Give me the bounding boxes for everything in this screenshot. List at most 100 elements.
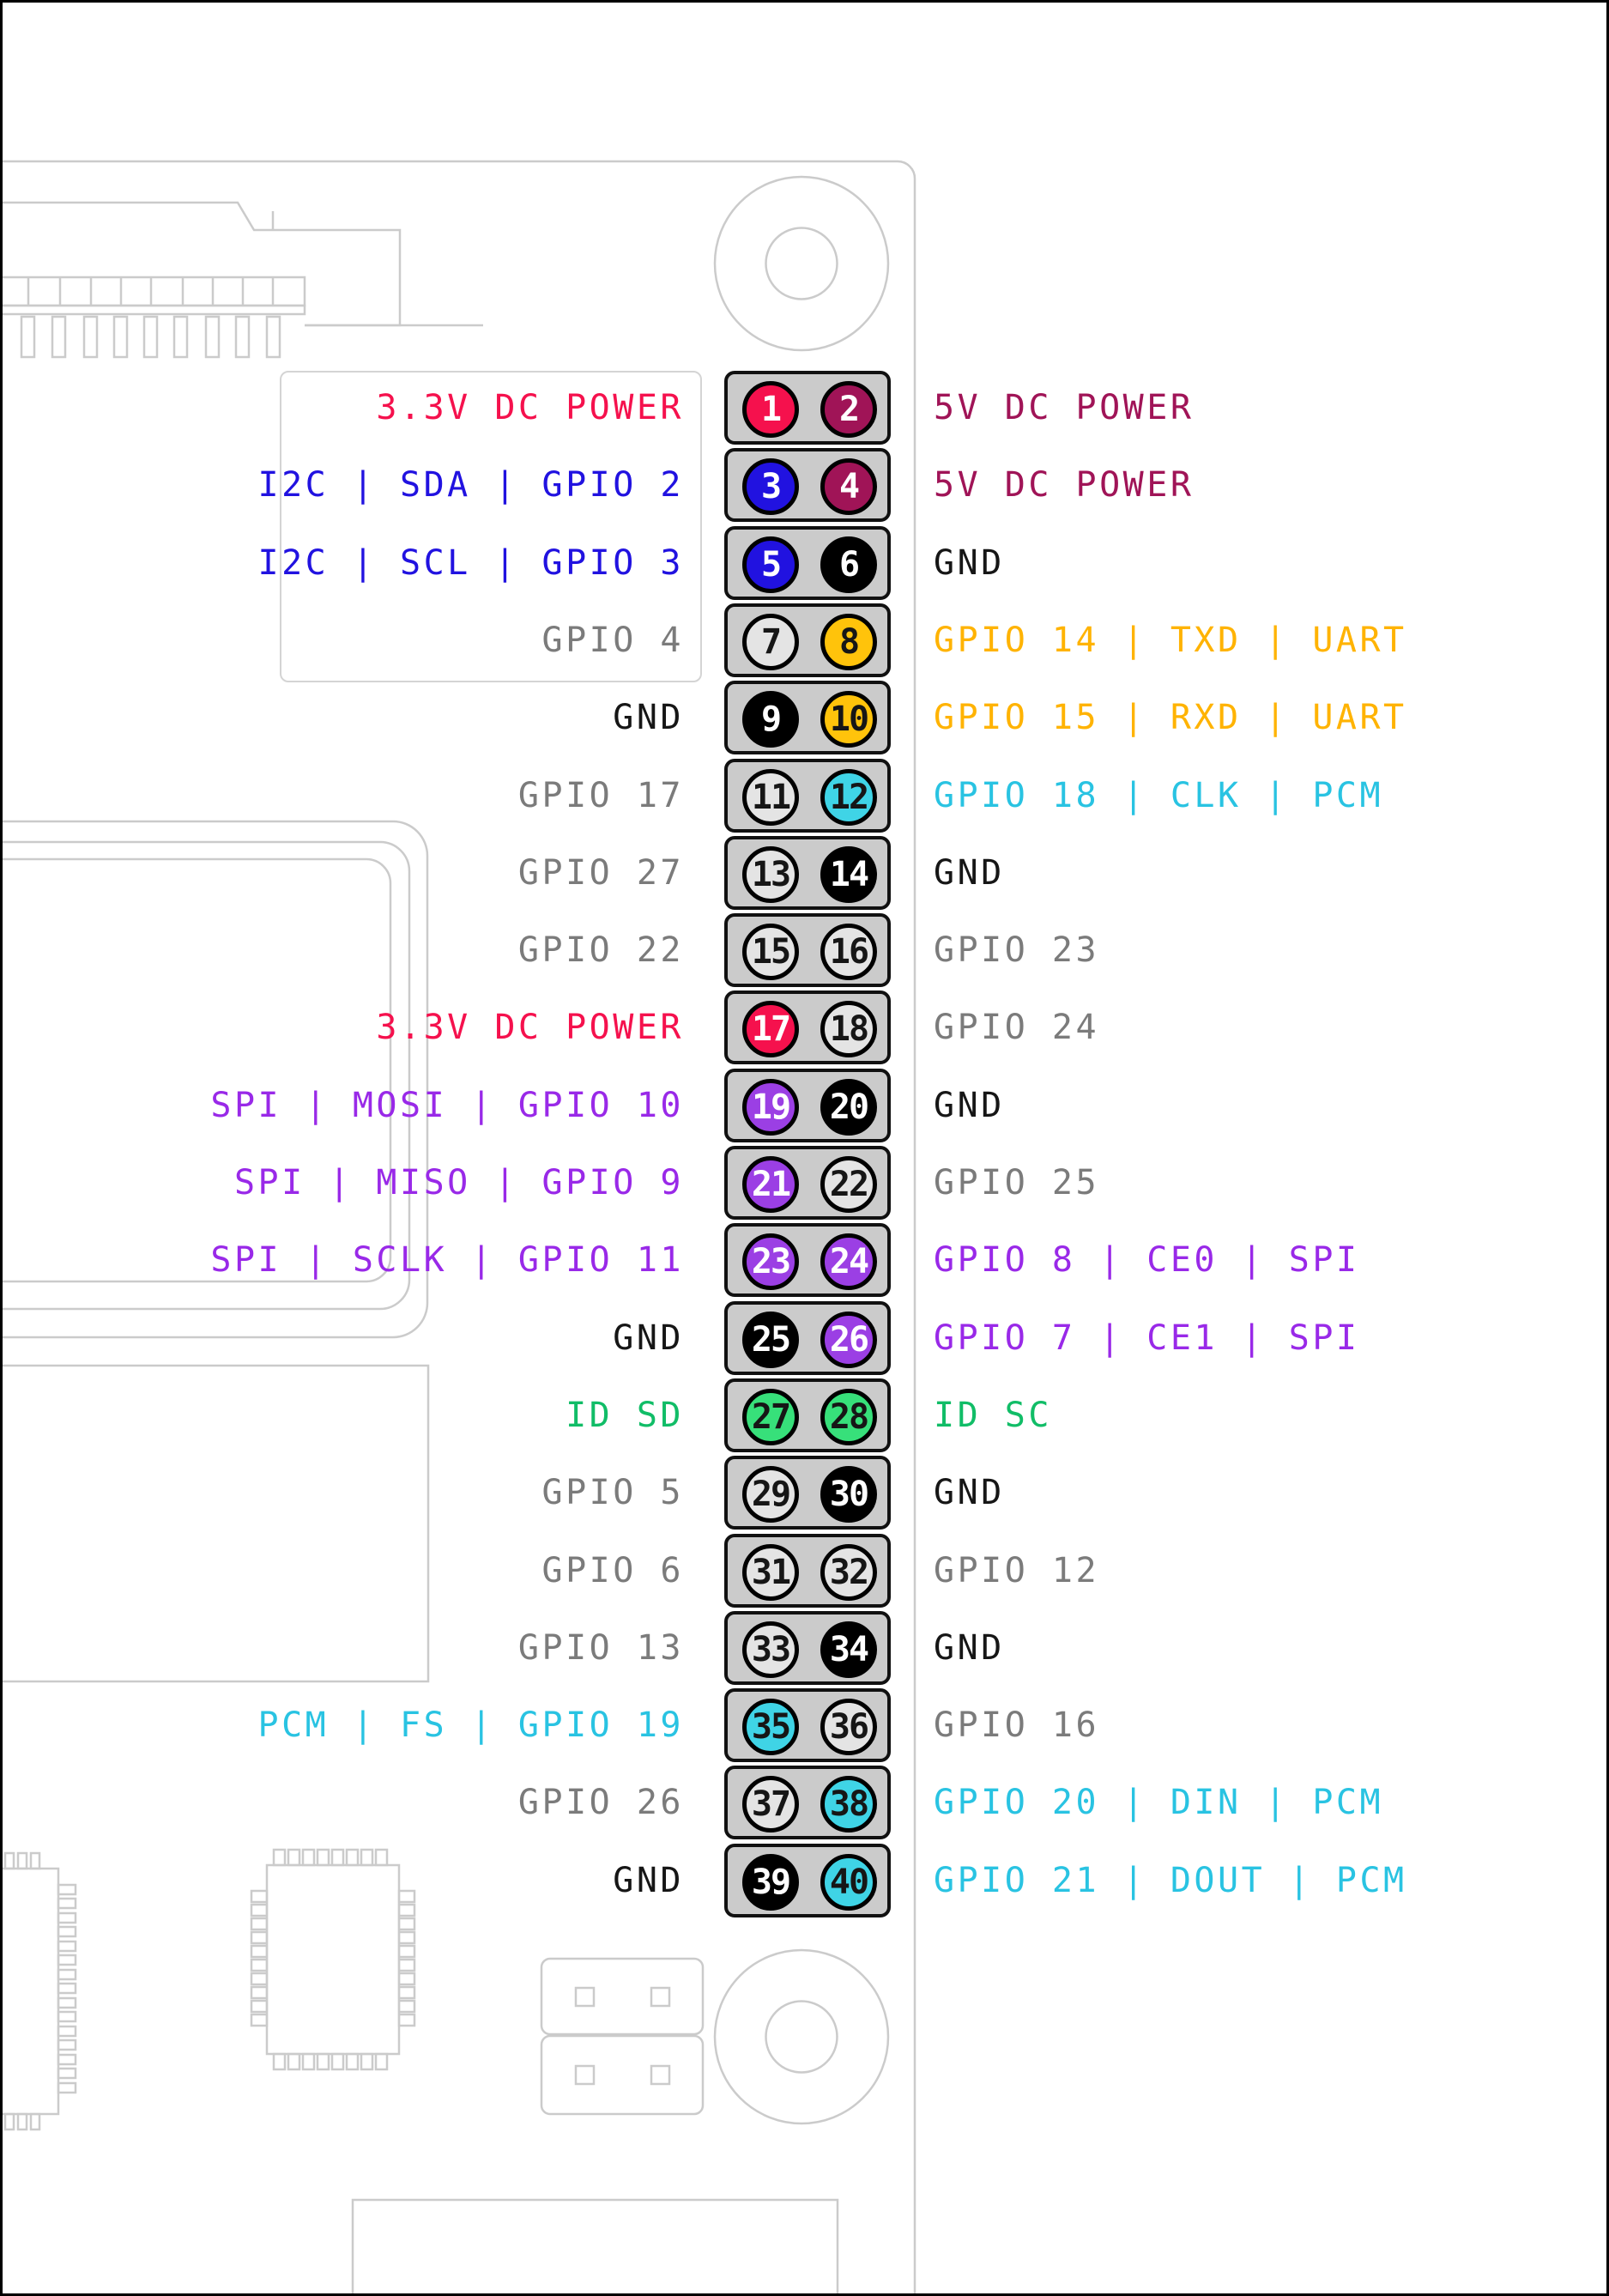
pin-27[interactable]: 27 <box>742 1388 799 1445</box>
pin-37[interactable]: 37 <box>742 1776 799 1833</box>
pin-row-right-label[interactable]: 5V DC POWER <box>934 465 1195 506</box>
header-row: 25 26 <box>724 1300 891 1375</box>
pin-5[interactable]: 5 <box>742 536 799 593</box>
pin-34[interactable]: 34 <box>820 1621 877 1678</box>
pin-row-left-label[interactable]: PCM | FS | GPIO 19 <box>257 1705 684 1746</box>
pin-number: 39 <box>751 1862 791 1902</box>
pin-17[interactable]: 17 <box>742 1001 799 1058</box>
pin-row-left-label[interactable]: GPIO 26 <box>517 1783 684 1823</box>
pin-row-left-label[interactable]: SPI | MISO | GPIO 9 <box>233 1163 684 1203</box>
pin-row-right-label[interactable]: GPIO 15 | RXD | UART <box>934 698 1407 738</box>
pin-row-right-label[interactable]: GND <box>934 1085 1005 1125</box>
pin-row-right-label[interactable]: GND <box>934 542 1005 583</box>
pin-11[interactable]: 11 <box>742 768 799 826</box>
pin-row-right-label[interactable]: GPIO 21 | DOUT | PCM <box>934 1860 1407 1900</box>
pin-number: 17 <box>751 1009 791 1050</box>
pin-40[interactable]: 40 <box>820 1853 877 1911</box>
pin-6[interactable]: 6 <box>820 536 877 593</box>
pin-16[interactable]: 16 <box>820 924 877 981</box>
pin-19[interactable]: 19 <box>742 1078 799 1136</box>
pin-row-right-label[interactable]: GPIO 25 <box>934 1163 1100 1203</box>
pin-23[interactable]: 23 <box>742 1233 799 1291</box>
pin-14[interactable]: 14 <box>820 845 877 903</box>
pin-35[interactable]: 35 <box>742 1699 799 1756</box>
pin-number: 19 <box>751 1087 791 1127</box>
pin-9[interactable]: 9 <box>742 691 799 748</box>
pin-25[interactable]: 25 <box>742 1311 799 1368</box>
pin-2[interactable]: 2 <box>820 381 877 438</box>
pin-row-left-label[interactable]: GPIO 6 <box>541 1550 684 1590</box>
pin-20[interactable]: 20 <box>820 1078 877 1136</box>
pin-39[interactable]: 39 <box>742 1853 799 1911</box>
pin-row-left-label[interactable]: GPIO 17 <box>517 775 684 815</box>
pin-row-left-label[interactable]: GPIO 22 <box>517 930 684 971</box>
pin-10[interactable]: 10 <box>820 691 877 748</box>
pin-number: 38 <box>829 1784 869 1825</box>
pin-26[interactable]: 26 <box>820 1311 877 1368</box>
mounting-hole-top-icon <box>713 175 890 352</box>
pin-number: 18 <box>829 1009 869 1050</box>
pin-row-left-label[interactable]: I2C | SDA | GPIO 2 <box>257 465 684 506</box>
header-row: 15 16 <box>724 913 891 988</box>
pin-number: 16 <box>829 932 869 972</box>
pin-row-right-label[interactable]: GPIO 23 <box>934 930 1100 971</box>
pin-3[interactable]: 3 <box>742 458 799 516</box>
pin-row-left-label[interactable]: SPI | MOSI | GPIO 10 <box>210 1085 684 1125</box>
header-row: 27 28 <box>724 1378 891 1452</box>
pin-21[interactable]: 21 <box>742 1156 799 1213</box>
pin-number: 36 <box>829 1707 869 1748</box>
pin-row-right-label[interactable]: GPIO 14 | TXD | UART <box>934 620 1407 660</box>
pin-number: 4 <box>838 467 860 507</box>
pin-row-left-label[interactable]: GND <box>613 1318 684 1358</box>
pin-row-left-label[interactable]: GPIO 5 <box>541 1473 684 1513</box>
pin-29[interactable]: 29 <box>742 1466 799 1524</box>
pin-8[interactable]: 8 <box>820 613 877 670</box>
ic-qfn-icon <box>250 1848 416 2071</box>
pin-28[interactable]: 28 <box>820 1388 877 1445</box>
pin-12[interactable]: 12 <box>820 768 877 826</box>
pin-row-right-label[interactable]: GND <box>934 852 1005 893</box>
display-connector-icon <box>3 820 429 1339</box>
pin-row-left-label[interactable]: I2C | SCL | GPIO 3 <box>257 542 684 583</box>
pin-number: 32 <box>829 1552 869 1592</box>
pin-row-right-label[interactable]: GPIO 12 <box>934 1550 1100 1590</box>
pin-31[interactable]: 31 <box>742 1543 799 1601</box>
pin-24[interactable]: 24 <box>820 1233 877 1291</box>
pin-row-right-label[interactable]: ID SC <box>934 1395 1052 1435</box>
pin-number: 24 <box>829 1242 869 1282</box>
pin-number: 27 <box>751 1396 791 1437</box>
pin-32[interactable]: 32 <box>820 1543 877 1601</box>
pin-row-right-label[interactable]: GPIO 7 | CE1 | SPI <box>934 1318 1360 1358</box>
pin-row-left-label[interactable]: 3.3V DC POWER <box>376 388 684 427</box>
pin-13[interactable]: 13 <box>742 845 799 903</box>
pin-row-left-label[interactable]: GND <box>613 1860 684 1900</box>
pin-row-right-label[interactable]: 5V DC POWER <box>934 388 1195 427</box>
pin-row-right-label[interactable]: GND <box>934 1627 1005 1668</box>
pin-row-left-label[interactable]: GPIO 13 <box>517 1627 684 1668</box>
pin-number: 23 <box>751 1242 791 1282</box>
pin-row-right-label[interactable]: GPIO 18 | CLK | PCM <box>934 775 1384 815</box>
pin-row-left-label[interactable]: 3.3V DC POWER <box>376 1008 684 1048</box>
pin-18[interactable]: 18 <box>820 1001 877 1058</box>
pin-row-right-label[interactable]: GPIO 24 <box>934 1008 1100 1048</box>
pin-row-left-label[interactable]: GND <box>613 698 684 738</box>
pin-row-left-label[interactable]: ID SD <box>566 1395 684 1435</box>
pin-row-left-label[interactable]: SPI | SCLK | GPIO 11 <box>210 1240 684 1281</box>
pin-row-right-label[interactable]: GPIO 16 <box>934 1705 1100 1746</box>
pin-row-right-label[interactable]: GND <box>934 1473 1005 1513</box>
pin-4[interactable]: 4 <box>820 458 877 516</box>
pin-38[interactable]: 38 <box>820 1776 877 1833</box>
pin-7[interactable]: 7 <box>742 613 799 670</box>
pin-row-left-label[interactable]: GPIO 4 <box>541 620 684 660</box>
pin-15[interactable]: 15 <box>742 924 799 981</box>
pin-33[interactable]: 33 <box>742 1621 799 1678</box>
pin-1[interactable]: 1 <box>742 381 799 438</box>
pin-row-right-label[interactable]: GPIO 8 | CE0 | SPI <box>934 1240 1360 1281</box>
pin-row-right-label[interactable]: GPIO 20 | DIN | PCM <box>934 1783 1384 1823</box>
pin-22[interactable]: 22 <box>820 1156 877 1213</box>
pin-30[interactable]: 30 <box>820 1466 877 1524</box>
pin-36[interactable]: 36 <box>820 1699 877 1756</box>
pin-row-left-label[interactable]: GPIO 27 <box>517 852 684 893</box>
